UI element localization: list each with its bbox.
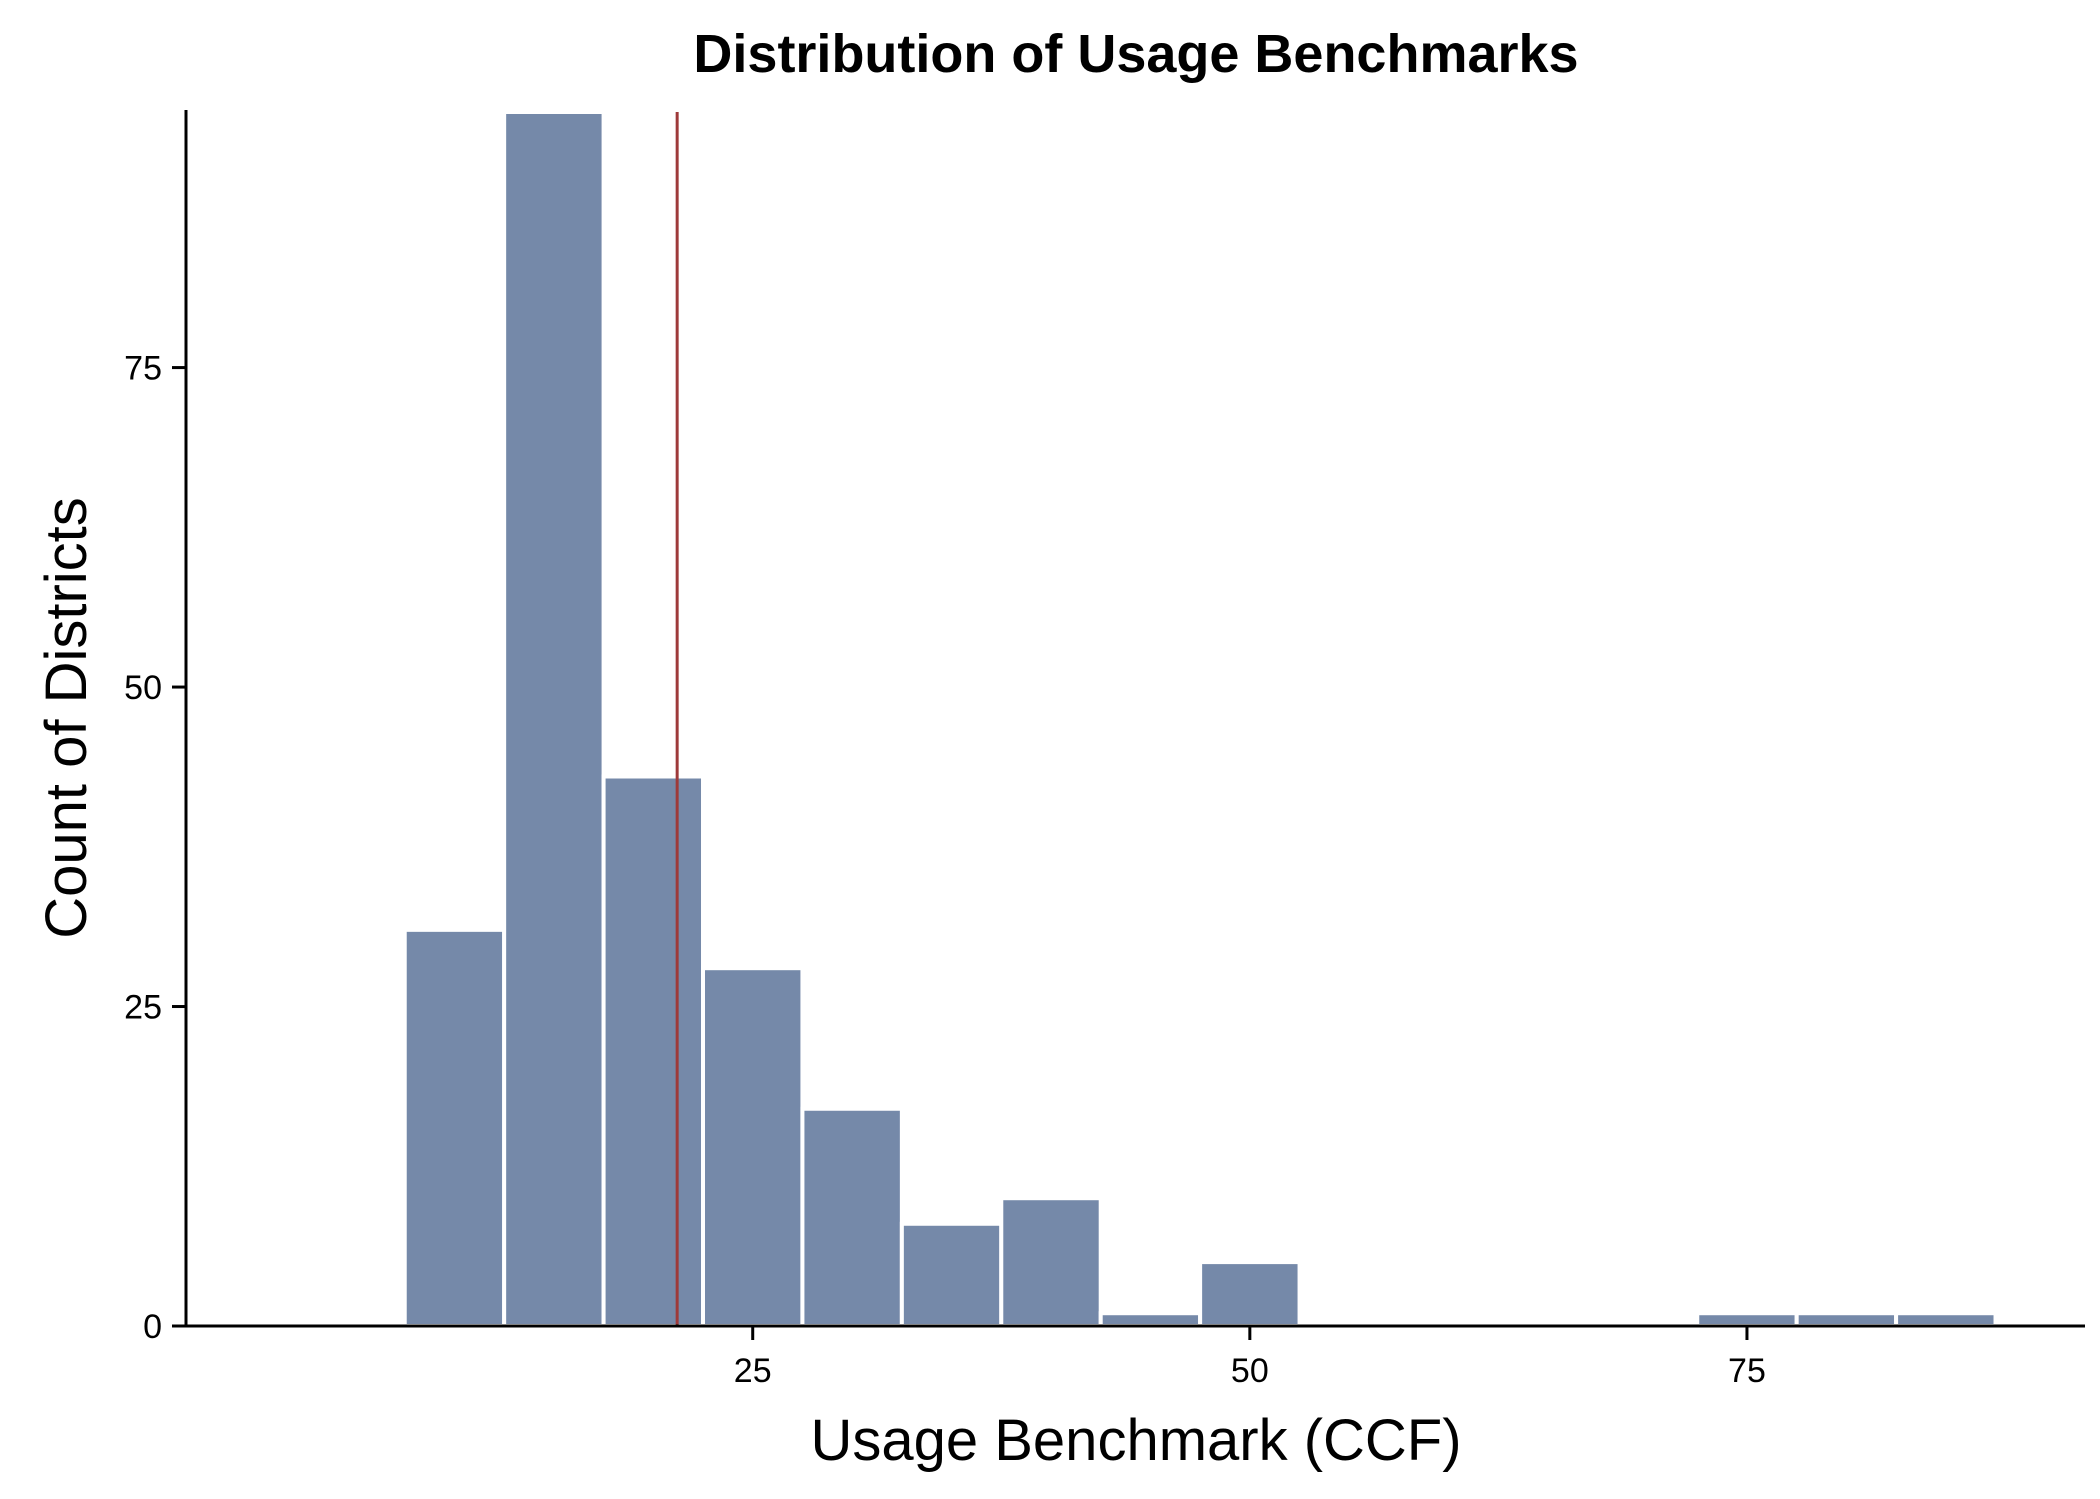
x-axis-ticks: 25 50 75: [734, 1326, 1766, 1390]
histogram-bar: [1098, 1311, 1203, 1329]
x-tick-label: 50: [1231, 1352, 1269, 1390]
histogram-bar: [800, 1106, 904, 1329]
x-tick-label: 75: [1728, 1352, 1766, 1390]
histogram-bar: [1894, 1311, 1998, 1329]
x-axis-label: Usage Benchmark (CCF): [810, 1408, 1461, 1473]
histogram-bar: [899, 1221, 1004, 1329]
bars-group: [402, 110, 1998, 1329]
y-tick-label: 0: [143, 1308, 162, 1346]
histogram-bar: [502, 110, 606, 1328]
y-tick-label: 75: [124, 350, 162, 388]
y-axis-ticks: 0 25 50 75: [124, 350, 186, 1346]
histogram-bar: [1198, 1260, 1302, 1328]
chart-title: Distribution of Usage Benchmarks: [693, 24, 1578, 84]
y-tick-label: 25: [124, 989, 162, 1027]
y-tick-label: 50: [124, 669, 162, 707]
histogram-bar: [402, 927, 507, 1329]
histogram-bar: [701, 966, 805, 1328]
histogram-bar: [999, 1196, 1103, 1329]
x-tick-label: 25: [734, 1352, 772, 1390]
histogram-bar: [1695, 1311, 1799, 1329]
histogram-bar: [1794, 1311, 1899, 1329]
histogram-bar: [601, 774, 706, 1328]
y-axis-label: Count of Districts: [34, 497, 99, 939]
